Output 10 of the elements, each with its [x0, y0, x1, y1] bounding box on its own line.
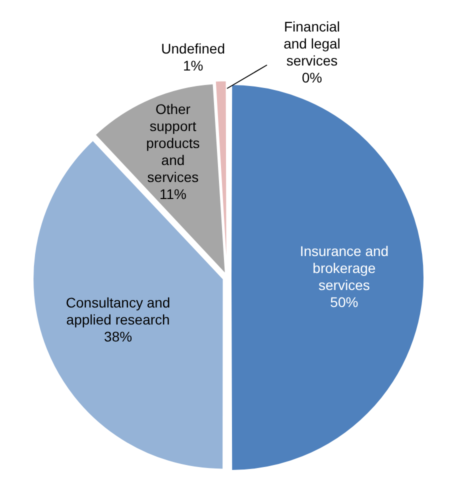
slice-label: Undefined	[161, 40, 225, 56]
text: 0%	[302, 69, 322, 86]
slice-label: Other support products and services	[146, 100, 200, 185]
data-label: 1%	[182, 57, 204, 74]
data-label: 11%	[159, 186, 186, 202]
data-label: 50%	[330, 294, 358, 310]
slice-label: Consultancy and applied research	[66, 294, 170, 328]
data-label: 38%	[104, 328, 132, 344]
slice-label: Insurance and brokerage services	[300, 242, 389, 293]
category-label: Financial and legal services	[284, 18, 340, 68]
